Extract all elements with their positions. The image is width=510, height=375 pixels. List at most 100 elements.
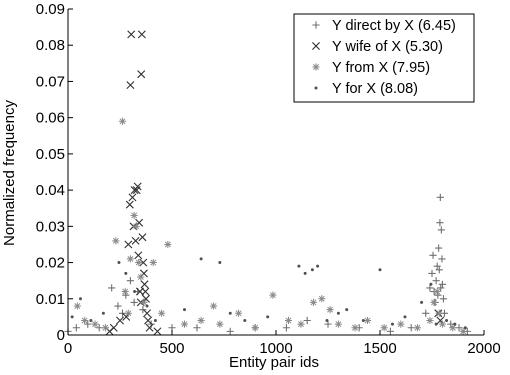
data-point bbox=[426, 316, 434, 325]
data-point bbox=[326, 306, 334, 314]
data-point bbox=[130, 298, 138, 306]
data-point bbox=[81, 316, 89, 325]
data-point bbox=[95, 324, 103, 332]
y-tick-label: 0.01 bbox=[36, 291, 65, 308]
data-point bbox=[108, 284, 116, 292]
y-tick-label: 0.09 bbox=[36, 1, 65, 18]
data-point bbox=[434, 322, 438, 326]
data-point bbox=[199, 257, 203, 261]
data-point bbox=[124, 240, 133, 249]
legend-label: Y wife of X (5.30) bbox=[332, 39, 443, 55]
y-tick-label: 0.04 bbox=[36, 182, 65, 199]
data-point bbox=[420, 300, 424, 304]
data-point bbox=[297, 264, 301, 268]
data-point bbox=[310, 268, 314, 272]
data-point bbox=[243, 319, 247, 323]
data-point bbox=[429, 282, 433, 286]
data-point bbox=[216, 320, 224, 328]
data-point bbox=[91, 320, 99, 328]
y-tick-label: 0.05 bbox=[36, 146, 65, 163]
series-1 bbox=[64, 193, 471, 335]
data-point bbox=[345, 308, 349, 312]
data-point bbox=[138, 233, 147, 242]
legend-marker bbox=[314, 86, 318, 90]
data-point bbox=[437, 284, 445, 292]
y-tick-label: 0.03 bbox=[36, 218, 65, 235]
data-point bbox=[269, 291, 277, 299]
x-tick-label: 1500 bbox=[363, 340, 396, 357]
x-tick-label: 1000 bbox=[259, 340, 292, 357]
data-point bbox=[438, 280, 446, 288]
data-point bbox=[407, 324, 415, 332]
data-point bbox=[234, 309, 243, 317]
data-point bbox=[325, 319, 329, 323]
data-point bbox=[131, 236, 140, 245]
data-point bbox=[309, 298, 318, 306]
data-point bbox=[351, 324, 359, 332]
legend-label: Y for X (8.08) bbox=[332, 81, 418, 97]
axes bbox=[67, 8, 485, 336]
data-point bbox=[390, 322, 394, 326]
data-point bbox=[124, 271, 128, 275]
data-point bbox=[132, 222, 140, 230]
data-point bbox=[228, 311, 232, 315]
y-axis-label: Normalized frequency bbox=[1, 100, 18, 246]
legend-entries: Y direct by X (6.45) Y wife of X (5.30) Y … bbox=[312, 18, 456, 97]
data-point bbox=[449, 324, 457, 332]
data-point bbox=[210, 302, 218, 310]
data-point bbox=[397, 320, 405, 328]
data-point bbox=[149, 258, 157, 267]
series-4 bbox=[70, 257, 467, 330]
data-point bbox=[386, 327, 394, 335]
data-point bbox=[116, 316, 124, 325]
data-point bbox=[435, 266, 443, 274]
data-point bbox=[430, 298, 438, 306]
data-point bbox=[145, 304, 149, 308]
data-point bbox=[439, 295, 448, 303]
series-2 bbox=[105, 30, 445, 336]
data-point bbox=[134, 251, 143, 260]
data-point bbox=[153, 319, 157, 323]
data-point bbox=[141, 287, 150, 296]
data-points bbox=[64, 30, 471, 336]
data-point bbox=[128, 193, 137, 202]
y-tick-label: 0.08 bbox=[36, 37, 65, 54]
data-point bbox=[297, 320, 305, 328]
data-point bbox=[447, 320, 455, 328]
x-tick-label: 0 bbox=[64, 340, 72, 357]
data-point bbox=[137, 273, 145, 281]
data-point bbox=[135, 218, 144, 227]
data-point bbox=[226, 327, 234, 335]
data-point bbox=[436, 219, 444, 227]
data-point bbox=[130, 211, 138, 220]
data-point bbox=[197, 316, 205, 325]
data-point bbox=[101, 311, 105, 315]
data-point bbox=[445, 319, 449, 323]
data-point bbox=[403, 315, 407, 319]
data-point bbox=[455, 324, 463, 332]
x-tick-label: 2000 bbox=[467, 340, 500, 357]
data-point bbox=[378, 268, 382, 272]
data-point bbox=[121, 287, 129, 296]
y-tick-label: 0.02 bbox=[36, 255, 65, 272]
data-point bbox=[137, 30, 146, 39]
data-point bbox=[114, 302, 122, 310]
data-point bbox=[140, 298, 148, 306]
data-point bbox=[422, 309, 430, 317]
legend-marker bbox=[312, 21, 320, 29]
data-point bbox=[433, 262, 441, 270]
series-3 bbox=[73, 117, 467, 335]
data-point bbox=[180, 320, 189, 328]
data-point bbox=[453, 322, 457, 326]
data-point bbox=[101, 324, 110, 332]
data-point bbox=[133, 182, 142, 191]
data-point bbox=[266, 315, 270, 319]
data-point bbox=[143, 309, 152, 318]
data-point bbox=[164, 240, 172, 249]
data-point bbox=[284, 316, 293, 325]
data-point bbox=[84, 320, 92, 328]
data-point bbox=[124, 309, 132, 317]
data-point bbox=[433, 287, 441, 296]
data-point bbox=[126, 255, 134, 263]
